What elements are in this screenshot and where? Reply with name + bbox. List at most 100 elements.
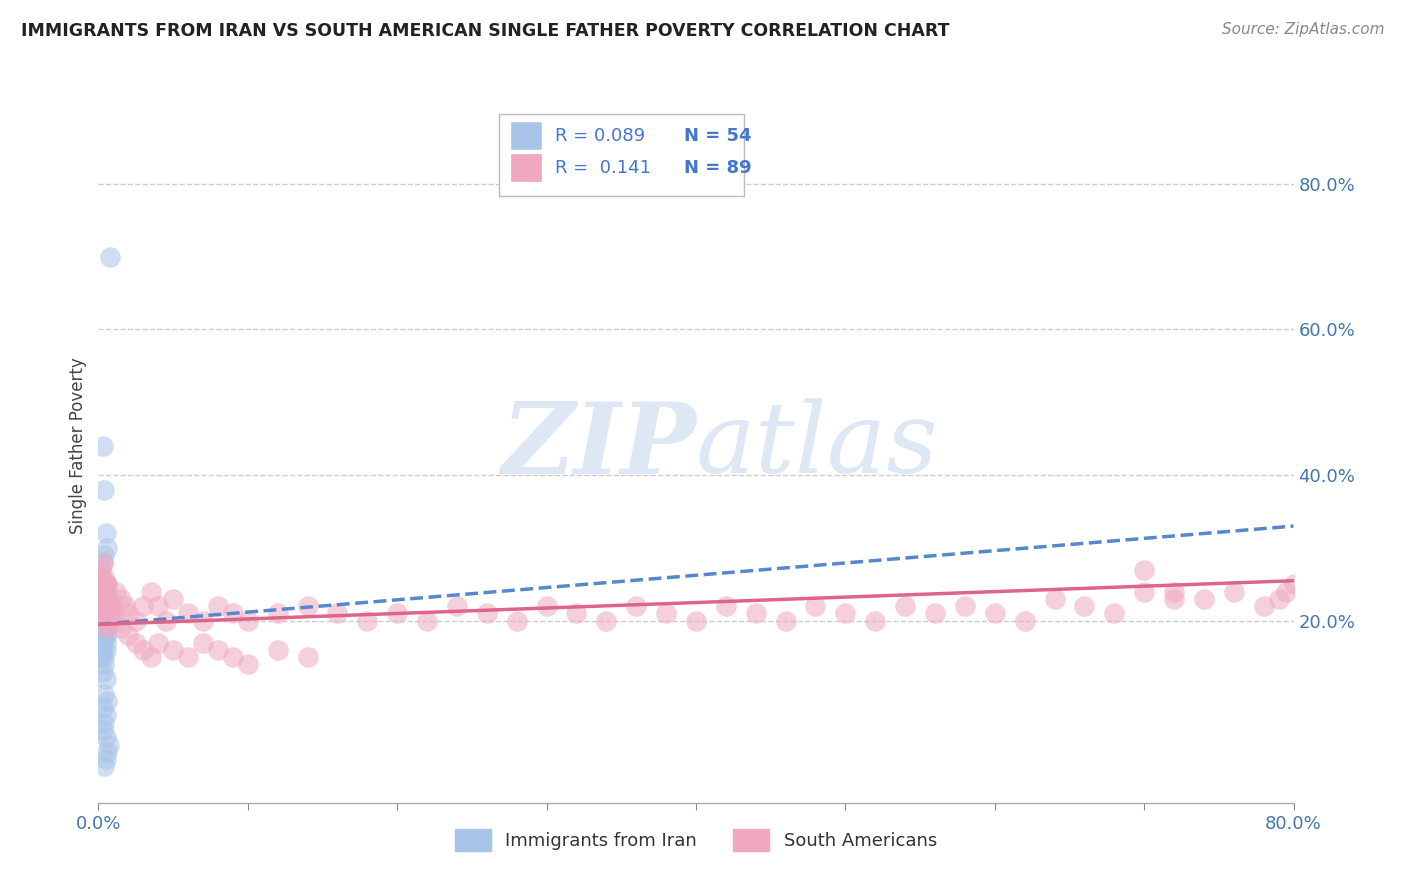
Point bbox=[94, 614, 117, 628]
Point bbox=[775, 614, 797, 628]
Point bbox=[91, 584, 114, 599]
Point bbox=[103, 607, 125, 621]
Point bbox=[1267, 591, 1289, 606]
Point bbox=[91, 665, 114, 679]
Point bbox=[924, 607, 946, 621]
Point bbox=[97, 591, 120, 606]
Point bbox=[96, 577, 118, 591]
Point bbox=[595, 614, 617, 628]
Point bbox=[105, 584, 128, 599]
Point bbox=[139, 584, 162, 599]
Point bbox=[93, 657, 115, 672]
Point bbox=[416, 614, 439, 628]
Point bbox=[297, 650, 319, 665]
Point bbox=[93, 483, 115, 497]
Text: Source: ZipAtlas.com: Source: ZipAtlas.com bbox=[1222, 22, 1385, 37]
Point bbox=[1133, 563, 1156, 577]
Point bbox=[94, 731, 117, 745]
Point bbox=[132, 643, 155, 657]
Point bbox=[96, 621, 118, 635]
Point bbox=[132, 599, 155, 614]
Point bbox=[90, 570, 112, 584]
Text: R = 0.089: R = 0.089 bbox=[555, 127, 645, 145]
Point bbox=[94, 591, 117, 606]
Point bbox=[91, 556, 114, 570]
Point bbox=[1192, 591, 1215, 606]
Text: atlas: atlas bbox=[696, 399, 939, 493]
Point bbox=[91, 556, 114, 570]
Point bbox=[94, 621, 117, 635]
Point bbox=[894, 599, 917, 614]
Point bbox=[984, 607, 1007, 621]
Point bbox=[110, 591, 132, 606]
Point bbox=[207, 599, 229, 614]
Point bbox=[90, 570, 112, 584]
Point bbox=[91, 614, 114, 628]
Point bbox=[105, 614, 128, 628]
Point bbox=[177, 607, 200, 621]
Point bbox=[94, 635, 117, 649]
Point bbox=[1282, 577, 1305, 591]
Point bbox=[506, 614, 529, 628]
Point bbox=[96, 584, 118, 599]
Point bbox=[91, 701, 114, 715]
Point bbox=[94, 752, 117, 766]
Point bbox=[834, 607, 856, 621]
Text: IMMIGRANTS FROM IRAN VS SOUTH AMERICAN SINGLE FATHER POVERTY CORRELATION CHART: IMMIGRANTS FROM IRAN VS SOUTH AMERICAN S… bbox=[21, 22, 949, 40]
Point bbox=[162, 591, 184, 606]
Point bbox=[148, 635, 170, 649]
Point bbox=[96, 541, 118, 555]
Point bbox=[93, 621, 115, 635]
Point bbox=[93, 591, 115, 606]
Point bbox=[125, 614, 148, 628]
Point bbox=[94, 614, 117, 628]
Point bbox=[117, 628, 139, 642]
Y-axis label: Single Father Poverty: Single Father Poverty bbox=[69, 358, 87, 534]
Point bbox=[297, 599, 319, 614]
Point bbox=[267, 607, 290, 621]
Point bbox=[93, 599, 115, 614]
Point bbox=[1223, 584, 1246, 599]
Point bbox=[162, 643, 184, 657]
Point bbox=[93, 628, 115, 642]
Point bbox=[93, 599, 115, 614]
Bar bbox=[510, 154, 541, 181]
Point bbox=[98, 250, 122, 264]
Point bbox=[110, 621, 132, 635]
Point bbox=[93, 628, 115, 642]
Point bbox=[94, 614, 117, 628]
Point bbox=[94, 591, 117, 606]
Point bbox=[356, 614, 378, 628]
Point bbox=[148, 599, 170, 614]
Point bbox=[91, 607, 114, 621]
Point bbox=[94, 526, 117, 541]
Point bbox=[93, 614, 115, 628]
Point bbox=[93, 577, 115, 591]
Point bbox=[93, 715, 115, 730]
Point bbox=[326, 607, 349, 621]
Point bbox=[93, 759, 115, 773]
Point bbox=[1104, 607, 1126, 621]
Point bbox=[96, 694, 118, 708]
Point bbox=[385, 607, 409, 621]
Text: N = 89: N = 89 bbox=[685, 159, 752, 177]
Point bbox=[93, 570, 115, 584]
Point bbox=[98, 614, 122, 628]
Point bbox=[94, 672, 117, 686]
Legend: Immigrants from Iran, South Americans: Immigrants from Iran, South Americans bbox=[447, 822, 945, 858]
Point bbox=[655, 607, 678, 621]
Point bbox=[103, 599, 125, 614]
Point bbox=[91, 607, 114, 621]
Point bbox=[1043, 591, 1066, 606]
Point bbox=[93, 650, 115, 665]
Point bbox=[155, 614, 177, 628]
Point bbox=[97, 607, 120, 621]
Text: N = 54: N = 54 bbox=[685, 127, 752, 145]
Point bbox=[565, 607, 588, 621]
Point bbox=[91, 607, 114, 621]
Point bbox=[117, 607, 139, 621]
Point bbox=[96, 628, 118, 642]
Point bbox=[93, 687, 115, 701]
Point bbox=[97, 599, 120, 614]
Point bbox=[97, 738, 120, 752]
